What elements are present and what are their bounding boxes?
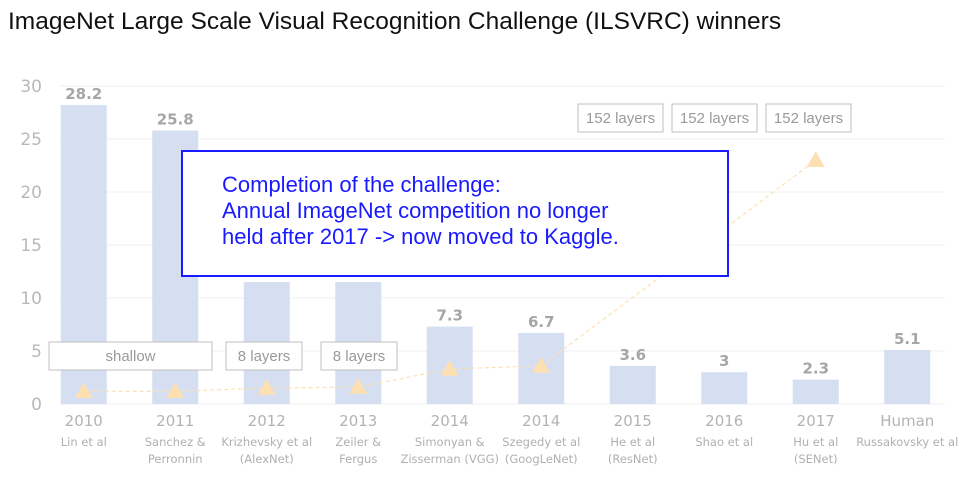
layer-trend-segment <box>266 386 359 389</box>
bar-value-label: 28.2 <box>65 85 102 103</box>
x-tick-sublabel: (SENet) <box>794 452 838 466</box>
layer-label: 8 layers <box>238 348 291 365</box>
x-tick-sublabel: Krizhevsky et al <box>221 435 312 449</box>
y-axis: 0 5 10 15 20 25 30 <box>20 77 42 415</box>
layer-label: 152 layers <box>774 110 843 127</box>
layer-label: 152 layers <box>586 110 655 127</box>
y-tick-label: 30 <box>20 77 42 97</box>
completion-note: Completion of the challenge: Annual Imag… <box>181 150 729 277</box>
x-axis: 2010 Lin et al 2011 Sanchez & Perronnin 2012 K… <box>61 412 959 466</box>
x-tick-sublabel: Fergus <box>339 452 377 466</box>
layer-marker <box>257 379 276 395</box>
layer-trend-segment <box>175 387 267 392</box>
bar <box>701 372 748 404</box>
x-tick-sublabel: Zisserman (VGG) <box>400 452 499 466</box>
x-tick-label: 2014 <box>431 412 469 430</box>
bar-value-label: 5.1 <box>894 330 921 348</box>
y-tick-label: 15 <box>20 236 42 256</box>
bar-value-label: 7.3 <box>436 307 463 325</box>
bar-value-label: 3 <box>719 352 729 370</box>
chart-title: ImageNet Large Scale Visual Recognition … <box>8 8 782 35</box>
x-tick-sublabel: Sanchez & <box>145 435 206 449</box>
layer-trend-segment <box>358 368 450 388</box>
layer-marker <box>166 382 185 399</box>
layer-label-box <box>48 341 213 371</box>
x-tick-label: 2016 <box>705 412 743 430</box>
x-tick-sublabel: Hu et al <box>793 435 838 449</box>
x-tick-sublabel: Lin et al <box>61 435 107 449</box>
note-line-3: held after 2017 -> now moved to Kaggle. <box>222 224 619 249</box>
layer-label-box <box>320 341 398 371</box>
x-tick-label: 2015 <box>614 412 652 430</box>
layer-marker <box>349 378 368 394</box>
bar-value-label: 25.8 <box>157 111 194 129</box>
bar <box>609 365 656 404</box>
layer-marker <box>532 356 551 373</box>
x-tick-sublabel: He et al <box>610 435 655 449</box>
x-tick-label: Human <box>880 412 934 430</box>
layer-label: 8 layers <box>333 348 386 365</box>
layer-label-box <box>577 103 664 133</box>
layer-label: 152 layers <box>680 110 749 127</box>
y-tick-label: 5 <box>31 342 42 362</box>
x-tick-label: 2010 <box>65 412 103 430</box>
layer-marker <box>440 360 459 376</box>
y-tick-label: 0 <box>31 395 42 415</box>
layer-marker <box>74 382 93 399</box>
x-tick-label: 2014 <box>522 412 560 430</box>
x-tick-sublabel: Szegedy et al <box>502 435 580 449</box>
x-tick-label: 2012 <box>248 412 286 430</box>
x-tick-sublabel: Russakovsky et al <box>856 435 958 449</box>
bar <box>792 379 839 404</box>
layer-labels: shallow 8 layers 8 layers 152 layers 152 lay… <box>48 103 852 371</box>
note-line-1: Completion of the challenge: <box>222 172 501 197</box>
layer-label-box <box>225 341 303 371</box>
layer-marker <box>806 151 825 167</box>
y-tick-label: 20 <box>20 183 42 203</box>
x-tick-sublabel: (AlexNet) <box>240 452 294 466</box>
layer-label: shallow <box>105 348 155 365</box>
y-tick-label: 25 <box>20 130 42 150</box>
x-tick-sublabel: (ResNet) <box>608 452 658 466</box>
bar-value-label: 3.6 <box>619 346 646 364</box>
x-tick-sublabel: Shao et al <box>695 435 753 449</box>
bar <box>884 349 931 404</box>
x-tick-label: 2017 <box>797 412 835 430</box>
layer-label-box <box>765 103 852 133</box>
x-tick-sublabel: (GoogLeNet) <box>505 452 578 466</box>
x-tick-sublabel: Perronnin <box>148 452 203 466</box>
x-tick-sublabel: Simonyan & <box>415 435 485 449</box>
note-line-2: Annual ImageNet competition no longer <box>222 198 609 223</box>
x-tick-label: 2013 <box>339 412 377 430</box>
bar-value-label: 6.7 <box>528 313 555 331</box>
x-tick-label: 2011 <box>156 412 194 430</box>
layer-label-box <box>671 103 758 133</box>
layer-trend-segment <box>449 365 542 370</box>
x-tick-sublabel: Zeiler & <box>335 435 381 449</box>
y-tick-label: 10 <box>20 289 42 309</box>
bar-value-label: 2.3 <box>802 360 829 378</box>
